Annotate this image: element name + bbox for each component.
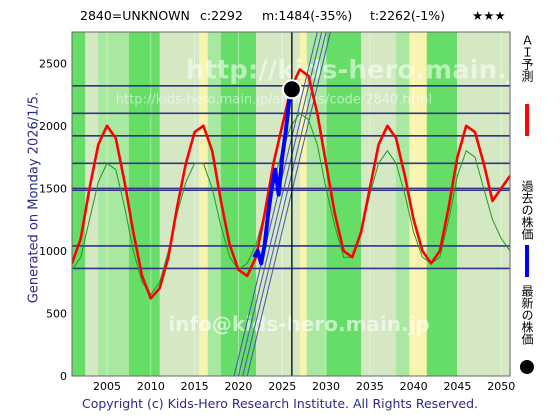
yellow-band [199, 32, 208, 376]
y-tick-label: 1000 [39, 245, 67, 258]
legend-dot [520, 360, 534, 374]
x-tick-label: 2025 [268, 380, 296, 393]
y-tick-label: 2000 [39, 120, 67, 133]
current-price: c:2292 [200, 8, 243, 23]
legend-label: 最新の株価 [520, 285, 534, 345]
legend-label: 過去の株価 [520, 180, 534, 240]
x-tick-label: 2030 [312, 380, 340, 393]
green-band [72, 32, 86, 376]
trend-line [246, 32, 331, 376]
trend-line [237, 32, 323, 376]
x-tick-label: 2005 [93, 380, 121, 393]
y-tick-label: 2500 [39, 57, 67, 70]
chart-header: 2840=UNKNOWN c:2292 m:1484(-35%) t:2262(… [0, 8, 560, 98]
mid-price: m:1484(-35%) [262, 8, 353, 23]
y-tick-label: 500 [46, 307, 67, 320]
rating-stars: ★★★ [472, 8, 506, 23]
legend-label: ＡＩ予測 [520, 34, 534, 83]
current-price-dot [281, 79, 302, 100]
plot-frame [71, 31, 511, 377]
green-band [128, 32, 160, 376]
watermark-mid: http://kids-hero.main.jp/analysis/code/2… [116, 92, 432, 107]
x-tick-label: 2050 [487, 380, 515, 393]
y-tick-label: 1500 [39, 182, 67, 195]
watermark-top: http://kids-hero.main.jp/ [186, 55, 545, 85]
target-price: t:2262(-1%) [370, 8, 446, 23]
x-tick-label: 2040 [400, 380, 428, 393]
past-price-line [252, 88, 294, 266]
y-tick-label: 0 [60, 370, 67, 383]
x-tick-label: 2015 [181, 380, 209, 393]
yellow-band [299, 32, 307, 376]
trend-line [233, 32, 318, 376]
x-tick-label: 2045 [443, 380, 471, 393]
x-tick-label: 2020 [224, 380, 252, 393]
copyright-footer: Copyright (c) Kids-Hero Research Institu… [81, 396, 479, 411]
plot-area: http://kids-hero.main.jp/http://kids-her… [72, 32, 545, 376]
x-tick-label: 2010 [137, 380, 165, 393]
watermark-bottom: info@kids-hero.main.jp [168, 312, 429, 336]
stock-code: 2840=UNKNOWN [80, 8, 190, 23]
x-tick-label: 2035 [356, 380, 384, 393]
